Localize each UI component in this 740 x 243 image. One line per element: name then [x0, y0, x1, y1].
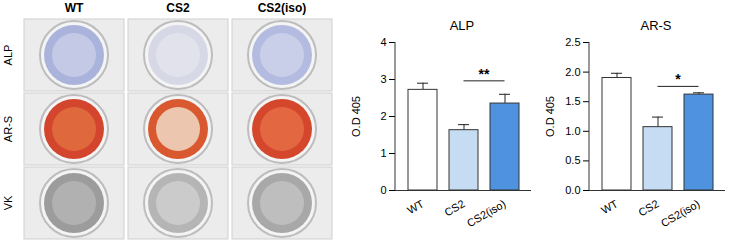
svg-text:AR-S: AR-S: [2, 116, 14, 142]
svg-text:2.0: 2.0: [565, 66, 580, 78]
svg-text:1.5: 1.5: [565, 95, 580, 107]
svg-text:1: 1: [380, 147, 386, 159]
svg-text:0: 0: [380, 184, 386, 196]
svg-text:*: *: [675, 71, 681, 87]
svg-text:3: 3: [380, 73, 386, 85]
svg-text:4: 4: [380, 36, 386, 48]
svg-text:CS2(iso): CS2(iso): [258, 1, 307, 15]
svg-text:1.0: 1.0: [565, 125, 580, 137]
svg-text:0.0: 0.0: [565, 184, 580, 196]
svg-text:CS2: CS2: [166, 1, 190, 15]
svg-text:CS2(iso): CS2(iso): [465, 197, 508, 229]
html-text:AR-S: AR-S: [640, 18, 672, 33]
svg-text:2: 2: [380, 110, 386, 122]
svg-text:WT: WT: [405, 197, 426, 216]
svg-text:WT: WT: [65, 1, 84, 15]
svg-text:2.5: 2.5: [565, 36, 580, 48]
svg-text:**: **: [479, 66, 490, 82]
svg-text:0.5: 0.5: [565, 154, 580, 166]
svg-text:O.D 405: O.D 405: [544, 96, 556, 137]
svg-text:CS2: CS2: [442, 197, 467, 218]
svg-text:VK: VK: [2, 195, 14, 210]
svg-text:CS2: CS2: [636, 197, 661, 218]
svg-text:O.D 405: O.D 405: [350, 96, 362, 137]
svg-text:CS2(iso): CS2(iso): [659, 197, 702, 229]
svg-text:ALP: ALP: [2, 45, 14, 66]
svg-text:WT: WT: [599, 197, 620, 216]
html-text:ALP: ALP: [449, 18, 475, 33]
